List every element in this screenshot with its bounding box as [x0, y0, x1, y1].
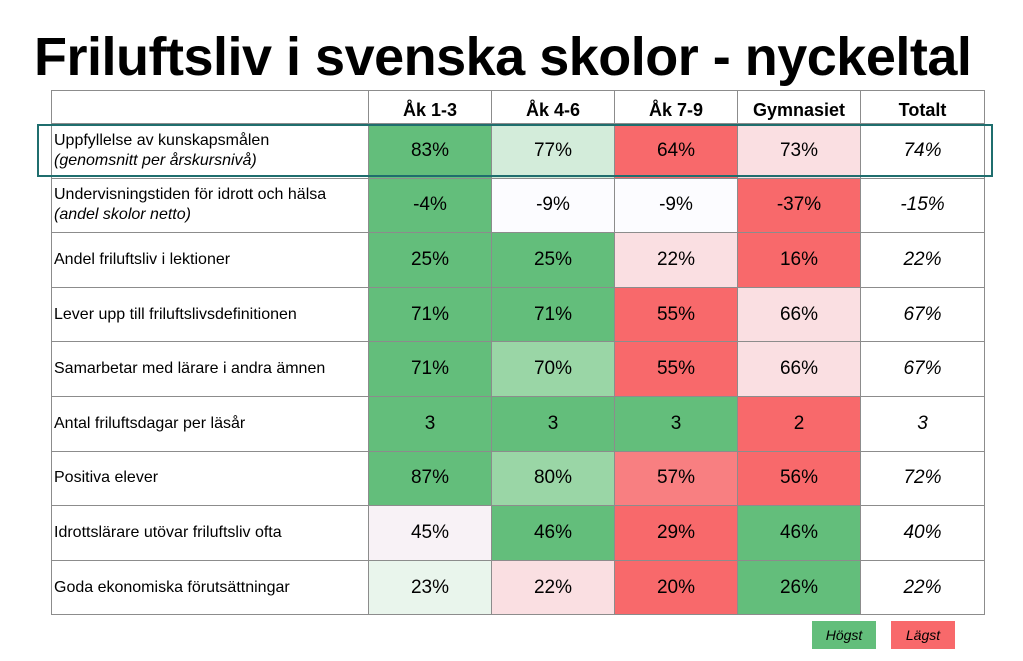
table-header-row: Åk 1-3 Åk 4-6 Åk 7-9 Gymnasiet Totalt	[51, 90, 985, 124]
table-row: Positiva elever 87% 80% 57% 56% 72%	[51, 450, 985, 507]
value-cell: 46%	[737, 505, 861, 561]
row-label-text: Lever upp till friluftslivsdefinitionen	[54, 305, 297, 323]
row-label-text: Antal friluftsdagar per läsår	[54, 414, 246, 432]
value-cell: 66%	[737, 286, 861, 343]
row-label-text: Uppfyllelse av kunskapsmålen	[54, 131, 270, 149]
value-cell: 87%	[368, 450, 492, 507]
row-label-text: Samarbetar med lärare i andra ämnen	[54, 360, 326, 378]
value-cell: 25%	[368, 232, 492, 288]
value-cell: 3	[614, 395, 738, 452]
row-label: Samarbetar med lärare i andra ämnen	[51, 341, 369, 397]
value-cell: -4%	[368, 177, 492, 234]
value-cell: 83%	[368, 123, 492, 179]
total-cell: -15%	[860, 177, 985, 234]
value-cell: 56%	[737, 450, 861, 507]
value-cell: 3	[491, 395, 615, 452]
value-cell: 71%	[491, 286, 615, 343]
header-corner	[51, 90, 369, 124]
legend-high: Högst	[812, 621, 876, 649]
value-cell: 71%	[368, 341, 492, 397]
value-cell: -37%	[737, 177, 861, 234]
value-cell: 22%	[491, 559, 615, 616]
total-cell: 67%	[860, 341, 985, 397]
row-label: Idrottslärare utövar friluftsliv ofta	[51, 505, 369, 561]
value-cell: 70%	[491, 341, 615, 397]
table-row: Lever upp till friluftslivsdefinitionen 7…	[51, 286, 985, 343]
value-cell: 16%	[737, 232, 861, 288]
total-cell: 72%	[860, 450, 985, 507]
value-cell: 57%	[614, 450, 738, 507]
value-cell: 23%	[368, 559, 492, 616]
value-cell: 20%	[614, 559, 738, 616]
header-cell: Gymnasiet	[737, 90, 861, 124]
table-row: Uppfyllelse av kunskapsmålen (genomsnitt …	[51, 123, 985, 179]
value-cell: 25%	[491, 232, 615, 288]
page-title: Friluftsliv i svenska skolor - nyckeltal	[34, 27, 972, 87]
header-cell: Åk 7-9	[614, 90, 738, 124]
header-cell: Åk 4-6	[491, 90, 615, 124]
total-cell: 74%	[860, 123, 985, 179]
value-cell: 64%	[614, 123, 738, 179]
row-label: Goda ekonomiska förutsättningar	[51, 559, 369, 616]
value-cell: 66%	[737, 341, 861, 397]
total-cell: 3	[860, 395, 985, 452]
header-cell: Åk 1-3	[368, 90, 492, 124]
value-cell: 3	[368, 395, 492, 452]
legend-low: Lägst	[891, 621, 955, 649]
total-cell: 67%	[860, 286, 985, 343]
row-label: Antal friluftsdagar per läsår	[51, 395, 369, 452]
row-label-subtext: (andel skolor netto)	[54, 206, 191, 224]
table-row: Andel friluftsliv i lektioner 25% 25% 22% 16…	[51, 232, 985, 288]
value-cell: 55%	[614, 286, 738, 343]
header-cell: Totalt	[860, 90, 985, 124]
row-label-text: Goda ekonomiska förutsättningar	[54, 578, 290, 596]
value-cell: 73%	[737, 123, 861, 179]
row-label-text: Positiva elever	[54, 469, 159, 487]
row-label: Undervisningstiden för idrott och hälsa (…	[51, 177, 369, 234]
row-label-text: Idrottslärare utövar friluftsliv ofta	[54, 523, 282, 541]
table-row: Goda ekonomiska förutsättningar 23% 22% 20%…	[51, 559, 985, 616]
table-row: Idrottslärare utövar friluftsliv ofta 45%…	[51, 505, 985, 561]
key-figures-table: Åk 1-3 Åk 4-6 Åk 7-9 Gymnasiet Totalt Up…	[51, 90, 985, 616]
value-cell: 77%	[491, 123, 615, 179]
row-label-text: Undervisningstiden för idrott och hälsa	[54, 186, 327, 204]
value-cell: -9%	[491, 177, 615, 234]
value-cell: 55%	[614, 341, 738, 397]
table-row: Samarbetar med lärare i andra ämnen 71% 70…	[51, 341, 985, 397]
row-label-subtext: (genomsnitt per årskursnivå)	[54, 151, 257, 169]
value-cell: 46%	[491, 505, 615, 561]
row-label: Lever upp till friluftslivsdefinitionen	[51, 286, 369, 343]
row-label: Uppfyllelse av kunskapsmålen (genomsnitt …	[51, 123, 369, 179]
value-cell: -9%	[614, 177, 738, 234]
row-label-text: Andel friluftsliv i lektioner	[54, 250, 231, 268]
total-cell: 22%	[860, 232, 985, 288]
value-cell: 80%	[491, 450, 615, 507]
value-cell: 22%	[614, 232, 738, 288]
row-label: Andel friluftsliv i lektioner	[51, 232, 369, 288]
value-cell: 45%	[368, 505, 492, 561]
value-cell: 2	[737, 395, 861, 452]
value-cell: 29%	[614, 505, 738, 561]
value-cell: 71%	[368, 286, 492, 343]
table-row: Antal friluftsdagar per läsår 3 3 3 2 3	[51, 395, 985, 452]
total-cell: 40%	[860, 505, 985, 561]
value-cell: 26%	[737, 559, 861, 616]
row-label: Positiva elever	[51, 450, 369, 507]
table-row: Undervisningstiden för idrott och hälsa (…	[51, 177, 985, 234]
total-cell: 22%	[860, 559, 985, 616]
